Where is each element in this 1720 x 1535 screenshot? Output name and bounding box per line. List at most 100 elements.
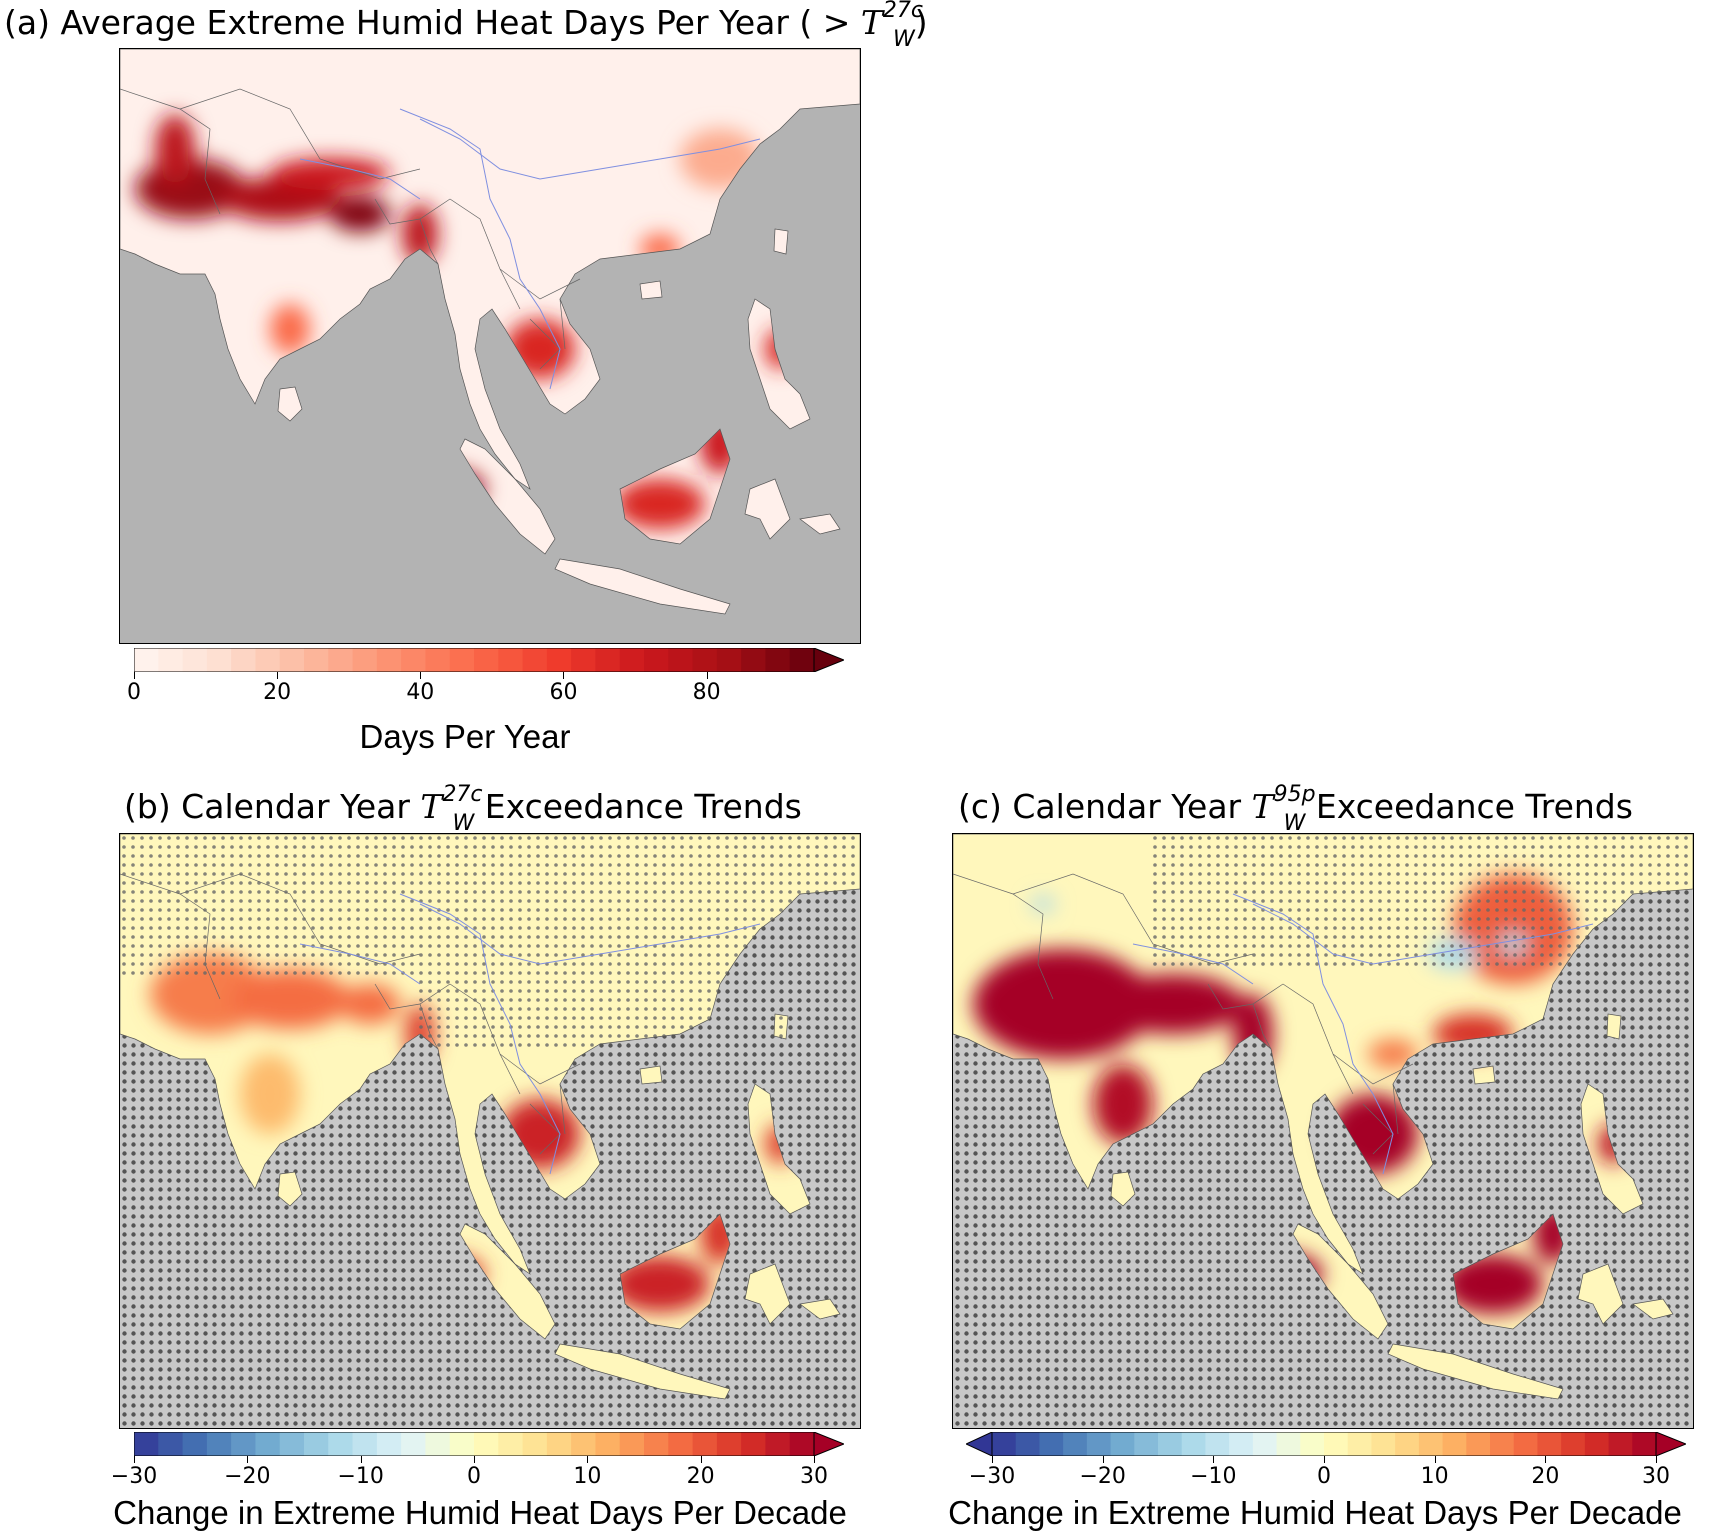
- colorbar-segment: [1442, 1432, 1467, 1456]
- colorbar-segment: [1632, 1432, 1657, 1456]
- colorbar-tick-mark: [706, 672, 708, 679]
- colorbar-tick-label: 0: [1317, 1464, 1331, 1489]
- colorbar-tick-label: 40: [406, 680, 435, 705]
- colorbar-segment: [1324, 1432, 1349, 1456]
- panel-a-map: [119, 48, 861, 644]
- colorbar-segment: [1134, 1432, 1159, 1456]
- colorbar-segment: [1181, 1432, 1207, 1456]
- colorbar-tick-mark: [420, 672, 422, 679]
- border-5: [499, 1053, 581, 1085]
- border-2: [374, 198, 451, 225]
- colorbar-segment: [158, 1432, 184, 1456]
- coastline-5: [747, 298, 811, 430]
- coastline-4: [619, 428, 731, 545]
- colorbar-segment: [1252, 1432, 1278, 1456]
- hotspot-10: [1368, 1039, 1418, 1069]
- border-0: [953, 873, 1054, 1000]
- colorbar-segment: [352, 648, 378, 672]
- border-7: [1392, 1083, 1399, 1135]
- colorbar-segment: [206, 648, 232, 672]
- coastline-5: [747, 1083, 811, 1215]
- colorbar-tick-label: 0: [467, 1464, 481, 1489]
- coastline-0: [120, 49, 860, 490]
- border-4: [449, 983, 521, 1095]
- coastline-3: [554, 1343, 731, 1400]
- hotspot-8: [615, 479, 705, 529]
- colorbar-segment: [1276, 1432, 1301, 1456]
- colorbar-segment: [522, 1432, 548, 1456]
- hotspot-5: [610, 1256, 710, 1312]
- river-1: [1252, 903, 1594, 965]
- colorbar-tick-mark: [587, 1456, 589, 1463]
- colorbar-tick-label: 20: [686, 1464, 715, 1489]
- colorbar-segment: [304, 648, 329, 672]
- coastline-8: [773, 1013, 789, 1040]
- colorbar-segment: [498, 648, 524, 672]
- colorbar-segment: [716, 648, 742, 672]
- border-3: [419, 1003, 439, 1050]
- border-2: [374, 983, 451, 1010]
- colorbar-segment: [182, 1432, 208, 1456]
- border-1: [179, 873, 421, 965]
- colorbar-segment: [1584, 1432, 1610, 1456]
- colorbar-segment: [134, 1432, 159, 1456]
- colorbar-frame: [991, 1432, 1657, 1456]
- colorbar-tick-mark: [247, 1456, 249, 1463]
- hotspot-1: [230, 969, 350, 1029]
- colorbar-extend-max: [1655, 1432, 1686, 1456]
- colorbar-segment: [255, 1432, 281, 1456]
- colorbar-segment: [134, 648, 159, 672]
- river-2: [299, 158, 421, 200]
- land-stippling: [1153, 836, 1688, 966]
- colorbar-frame: [134, 1432, 815, 1456]
- panel-c-map: [952, 833, 1694, 1429]
- colorbar-segment: [1158, 1432, 1183, 1456]
- colorbar-segment: [595, 1432, 621, 1456]
- colorbar-tick-mark: [992, 1456, 993, 1463]
- colorbar-tick-mark: [1656, 1456, 1657, 1463]
- coastline-8: [1606, 1013, 1622, 1040]
- colorbar-extend-max: [813, 1432, 844, 1456]
- colorbar-tick-label: 80: [692, 680, 721, 705]
- colorbar-segment: [644, 648, 669, 672]
- colorbar-segment: [992, 1432, 1017, 1456]
- colorbar-segment: [1039, 1432, 1064, 1456]
- colorbar-segment: [279, 648, 305, 672]
- colorbar-segment: [1395, 1432, 1420, 1456]
- coldspot-1: [1031, 896, 1055, 912]
- colorbar-segment: [1466, 1432, 1491, 1456]
- colorbar-tick-label: −10: [1190, 1464, 1237, 1489]
- colorbar-tick-label: 20: [1531, 1464, 1560, 1489]
- coastline-1: [277, 1171, 303, 1207]
- coastline-9: [639, 280, 663, 300]
- colorbar-segment: [789, 1432, 815, 1456]
- border-0: [120, 873, 221, 1000]
- coastline-2: [459, 1223, 556, 1340]
- colorbar-segment: [1490, 1432, 1515, 1456]
- colorbar-tick-label: 10: [1420, 1464, 1449, 1489]
- colorbar-segment: [741, 648, 767, 672]
- colorbar-segment: [1347, 1432, 1373, 1456]
- coastline-6: [744, 1263, 791, 1325]
- border-3: [419, 218, 439, 265]
- colorbar-segment: [546, 648, 572, 672]
- panel-b-map: [119, 833, 861, 1429]
- colorbar-segment: [546, 1432, 572, 1456]
- coastline-7: [799, 513, 841, 535]
- colorbar-tick-label: −30: [110, 1464, 158, 1489]
- colorbar-segment: [304, 1432, 329, 1456]
- colorbar-segment: [1300, 1432, 1325, 1456]
- hotspot-1: [1103, 974, 1243, 1034]
- colorbar-segment: [789, 648, 815, 672]
- colorbar-tick-mark: [1545, 1456, 1547, 1463]
- coastline-2: [1292, 1223, 1389, 1340]
- coastline-7: [1632, 1298, 1674, 1320]
- colorbar-segment: [449, 648, 475, 672]
- panel-c-title: (c) Calendar Year T95pW Exceedance Trend…: [958, 782, 1633, 836]
- colorbar-tick-mark: [134, 672, 135, 679]
- colorbar-segment: [619, 1432, 645, 1456]
- hotspot-9: [240, 1054, 300, 1134]
- colorbar-segment: [619, 648, 645, 672]
- coastline-2: [459, 438, 556, 555]
- border-5: [1332, 1053, 1414, 1085]
